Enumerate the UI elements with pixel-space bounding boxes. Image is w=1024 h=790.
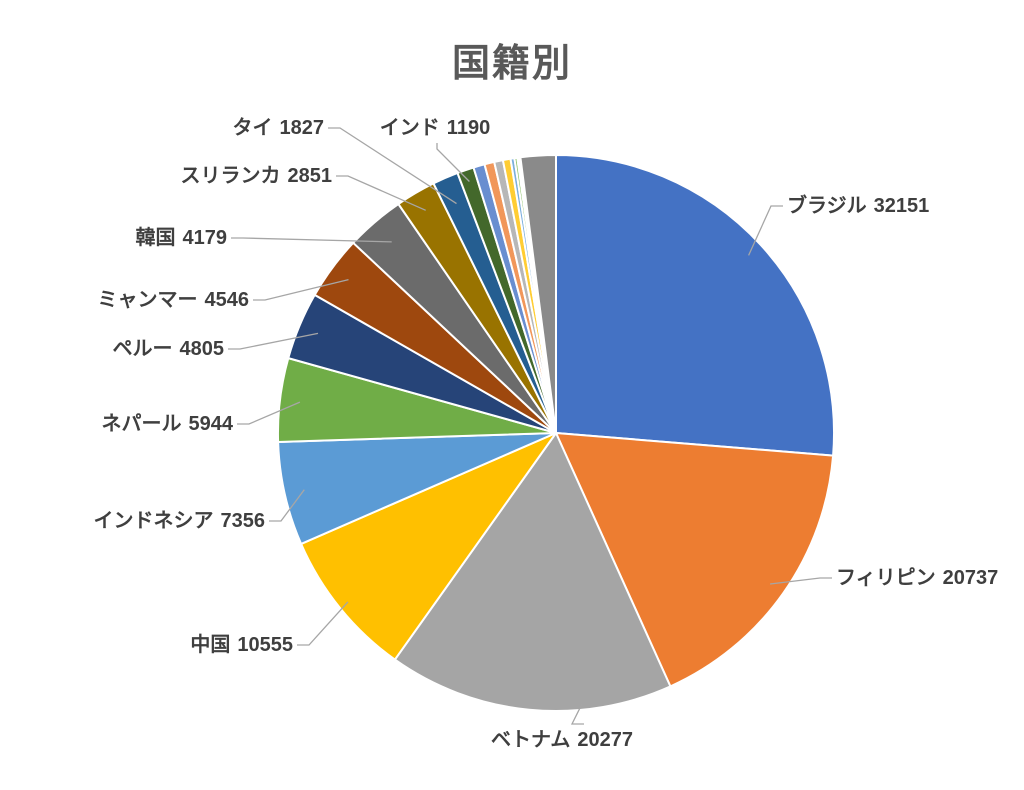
leader-line-インドネシア <box>269 489 305 522</box>
slice-label-ミャンマー: ミャンマー 4546 <box>98 286 250 314</box>
leader-line-ミャンマー <box>253 278 349 301</box>
slice-label-フィリピン: フィリピン 20737 <box>836 564 998 592</box>
pie-slice <box>519 154 557 434</box>
slice-label-name: ペルー <box>112 338 173 360</box>
slice-label-value: 7356 <box>220 510 266 532</box>
slice-label-name: インドネシア <box>93 510 214 532</box>
slice-label-value: 5944 <box>188 413 234 435</box>
slice-label-ペルー: ペルー 4805 <box>113 335 225 363</box>
leader-line-フィリピン <box>770 577 832 585</box>
chart-title: 国籍別 <box>451 43 572 85</box>
leader-line-ブラジル <box>748 205 783 256</box>
slice-label-ネパール: ネパール 5944 <box>102 410 234 438</box>
slice-label-name: インド <box>379 117 440 139</box>
leader-line-韓国 <box>231 237 392 243</box>
pie-slice-ベトナム <box>393 432 672 712</box>
leader-line-ベトナム <box>570 703 584 725</box>
slice-label-value: 4546 <box>204 289 250 311</box>
slice-label-中国: 中国 10555 <box>190 631 293 659</box>
slice-label-name: フィリピン <box>836 567 936 589</box>
slice-label-value: 1190 <box>446 117 491 139</box>
slice-label-value: 1827 <box>279 117 325 139</box>
leader-line-ネパール <box>237 401 301 425</box>
slice-label-name: ブラジル <box>787 195 867 217</box>
slice-label-インド: インド 1190 <box>380 114 490 142</box>
slice-label-name: タイ <box>232 117 273 139</box>
slice-label-value: 2851 <box>287 165 333 187</box>
slice-label-value: 20737 <box>942 567 999 589</box>
pie-slice-ブラジル <box>555 154 835 457</box>
slice-label-ブラジル: ブラジル 32151 <box>787 192 929 220</box>
slice-label-value: 4179 <box>182 227 228 249</box>
slice-label-韓国: 韓国 4179 <box>136 224 228 252</box>
slice-label-インドネシア: インドネシア 7356 <box>94 507 266 535</box>
slice-label-name: ネパール <box>101 413 182 435</box>
slice-label-name: ミャンマー <box>97 289 198 311</box>
pie-slice-中国 <box>300 432 557 661</box>
leader-line-タイ <box>328 127 457 205</box>
pie-slice-フィリピン <box>555 432 835 688</box>
slice-label-value: 20277 <box>577 729 634 751</box>
slice-label-タイ: タイ 1827 <box>233 114 325 142</box>
leader-line-ペルー <box>228 332 319 350</box>
slice-label-value: 4805 <box>179 338 225 360</box>
slice-label-value: 10555 <box>237 634 293 656</box>
leader-line-スリランカ <box>336 175 426 211</box>
slice-label-ベトナム: ベトナム 20277 <box>491 726 633 754</box>
slice-label-name: ベトナム <box>490 729 571 751</box>
leader-line-中国 <box>297 601 349 646</box>
slice-label-name: スリランカ <box>180 165 281 187</box>
slice-label-value: 32151 <box>873 195 930 217</box>
slice-label-スリランカ: スリランカ 2851 <box>181 162 333 190</box>
slice-label-name: 韓国 <box>135 227 176 249</box>
slice-label-name: 中国 <box>190 634 231 656</box>
leader-line-インド <box>436 143 470 182</box>
